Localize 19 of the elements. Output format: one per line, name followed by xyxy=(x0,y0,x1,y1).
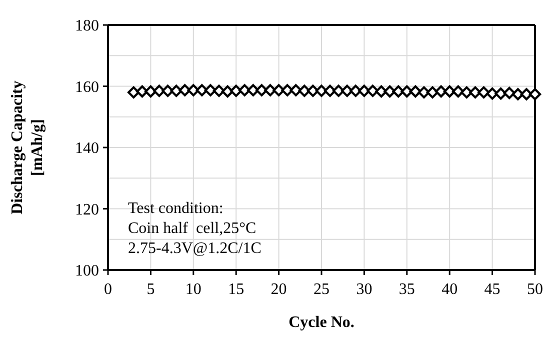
x-tick-label: 45 xyxy=(484,281,500,298)
annotation: Test condition: Coin half cell,25°C 2.75-4.3V@1.2C/1C xyxy=(128,200,262,257)
x-tick-label: 50 xyxy=(527,281,543,298)
x-tick-label: 35 xyxy=(398,281,415,298)
y-axis-title: Discharge Capacity [mAh/g] xyxy=(9,80,46,214)
x-tick-label: 40 xyxy=(442,281,458,298)
y-tick-label: 160 xyxy=(75,78,99,96)
y-tick-label: 140 xyxy=(75,140,99,158)
x-tick-label: 10 xyxy=(185,281,202,298)
y-tick-label: 100 xyxy=(75,262,99,280)
x-tick-label: 5 xyxy=(146,281,155,298)
x-tick-label: 20 xyxy=(270,281,287,298)
x-tick-label: 15 xyxy=(228,281,244,298)
x-tick-label: 25 xyxy=(314,281,330,298)
x-tick-label: 30 xyxy=(356,281,372,298)
y-tick-label: 120 xyxy=(75,201,99,218)
x-axis-title: Cycle No. xyxy=(288,314,354,331)
x-tick-label: 0 xyxy=(104,281,112,298)
y-tick-label: 180 xyxy=(75,18,99,35)
